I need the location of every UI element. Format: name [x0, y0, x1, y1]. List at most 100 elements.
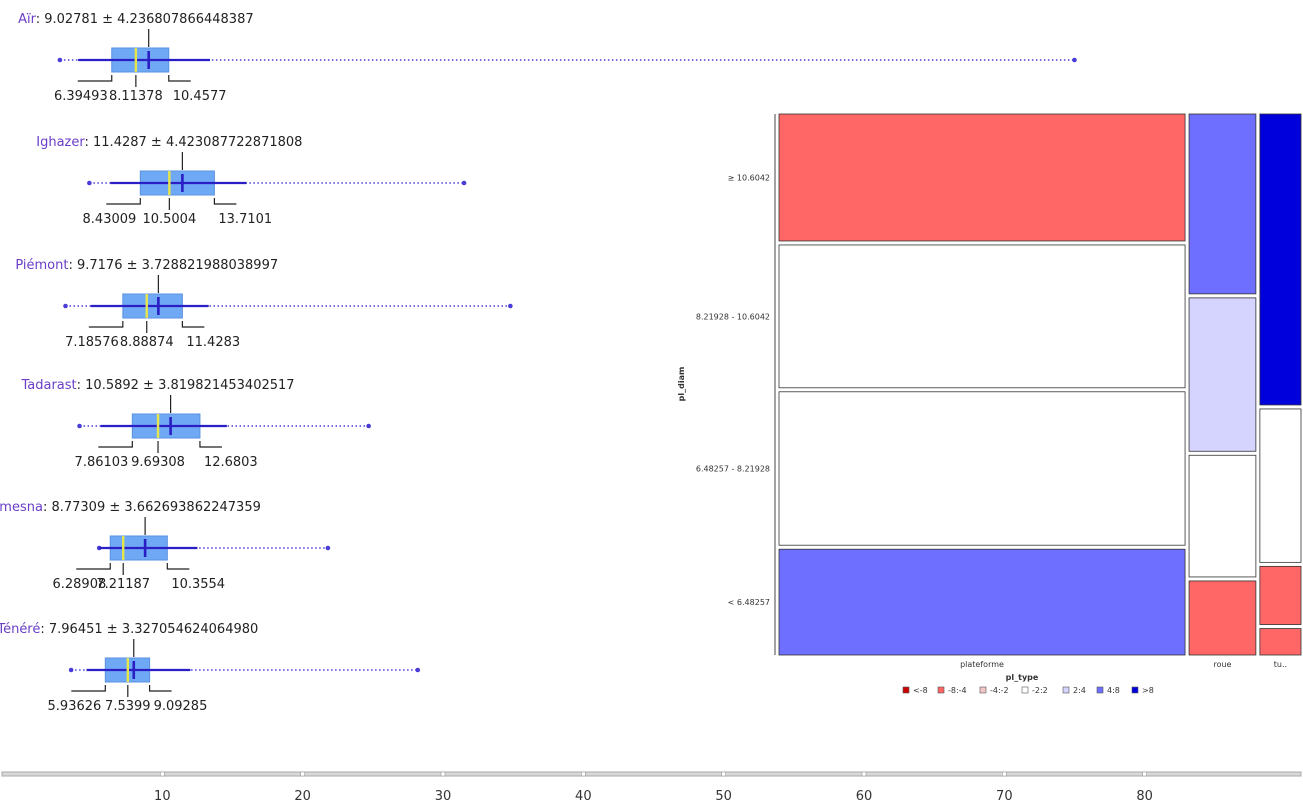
x-axis-tick-label: 10	[154, 789, 171, 804]
mosaic-cell	[1188, 113, 1257, 295]
range-min-point	[77, 423, 82, 429]
boxplot-title: Tadarast: 10.5892 ± 3.819821453402517	[20, 378, 294, 393]
x-axis-tick-label: 60	[856, 789, 873, 804]
group-mean: 11.4287	[93, 135, 147, 150]
q1-label: 7.18576	[65, 335, 119, 350]
mosaic-cell	[778, 391, 1186, 546]
group-name: Piémont	[15, 258, 68, 273]
mosaic-cell	[1259, 408, 1302, 563]
x-axis-tick-label: 80	[1136, 789, 1153, 804]
x-axis-tick-mark	[1002, 771, 1007, 777]
legend-swatch	[979, 686, 987, 694]
legend-swatch	[1062, 686, 1070, 694]
title-separator: :	[36, 12, 45, 27]
group-name: Aïr	[18, 12, 37, 27]
x-axis-tick-mark	[1142, 771, 1147, 777]
plus-minus: ±	[103, 622, 122, 637]
median-label: 8.11378	[109, 89, 163, 104]
legend-item: -4:-2	[979, 686, 1009, 695]
boxplot-title: Piémont: 9.7176 ± 3.728821988038997	[15, 258, 278, 273]
q1-bracket	[106, 198, 141, 205]
boxplot-title: Aïr: 9.02781 ± 4.236807866448387	[18, 12, 254, 27]
group-name: Tamesna	[0, 500, 43, 515]
q3-label: 10.4577	[173, 89, 227, 104]
x-axis-tick-mark	[581, 771, 586, 777]
mosaic-row-label: < 6.48257	[728, 598, 770, 607]
legend-swatch	[937, 686, 945, 694]
title-separator: :	[85, 135, 94, 150]
median-label: 10.5004	[142, 212, 196, 227]
legend-label: >8	[1142, 686, 1154, 695]
q3-label: 10.3554	[171, 577, 225, 592]
group-name: Ténéré	[0, 622, 40, 637]
x-axis-tick-label: 20	[294, 789, 311, 804]
legend-label: -2:2	[1032, 686, 1048, 695]
group-sd: 3.728821988038997	[142, 258, 278, 273]
range-max-point	[415, 667, 421, 673]
median-label: 7.5399	[105, 699, 151, 714]
mosaic-cell	[778, 548, 1186, 656]
x-axis-tick-mark	[300, 771, 305, 777]
mosaic-cell	[778, 244, 1186, 389]
mosaic-column-label: roue	[1213, 660, 1231, 669]
group-mean: 9.7176	[77, 258, 123, 273]
legend-item: >8	[1131, 686, 1154, 695]
plus-minus: ±	[122, 258, 141, 273]
range-max-point	[1072, 57, 1077, 63]
mosaic-plot: ≥ 10.6042 8.21928 - 10.6042 6.48257 - 8.21…	[677, 113, 1302, 695]
plus-minus: ±	[147, 135, 166, 150]
x-axis-tick-label: 70	[996, 789, 1013, 804]
plus-minus: ±	[139, 378, 158, 393]
q3-label: 9.09285	[154, 699, 208, 714]
x-axis-tick-mark	[440, 771, 446, 777]
group-sd: 3.819821453402517	[158, 378, 294, 393]
q3-bracket	[181, 321, 205, 328]
legend-label: -8:-4	[948, 686, 967, 695]
q3-bracket	[166, 563, 190, 570]
x-axis-tick-label: 50	[715, 789, 732, 804]
legend-swatch	[1021, 686, 1029, 694]
group-sd: 4.236807866448387	[117, 12, 253, 27]
boxplot-group: Tadarast: 10.5892 ± 3.819821453402517 7.8…	[20, 378, 371, 470]
x-axis-tick-label: 40	[575, 789, 592, 804]
range-min-point	[57, 57, 63, 63]
mosaic-column-label: tu..	[1274, 660, 1287, 669]
q1-label: 6.39493	[54, 89, 108, 104]
q3-bracket	[149, 685, 172, 692]
mosaic-cell	[1188, 297, 1257, 452]
legend-item: 2:4	[1062, 686, 1086, 695]
title-separator: :	[68, 258, 77, 273]
range-max-point	[461, 180, 467, 186]
range-max-point	[366, 423, 371, 429]
legend-item: 4:8	[1096, 686, 1120, 695]
mosaic-y-label: pl_diam	[677, 367, 686, 402]
q1-bracket	[76, 563, 111, 570]
legend-label: 4:8	[1107, 686, 1120, 695]
q3-bracket	[199, 441, 222, 448]
q3-label: 12.6803	[204, 455, 258, 470]
range-min-point	[68, 667, 74, 673]
q1-bracket	[77, 75, 113, 82]
legend-swatch	[1096, 686, 1104, 694]
x-axis-tick-mark	[861, 771, 867, 777]
mosaic-cell	[1259, 565, 1302, 625]
legend-swatch	[1131, 686, 1139, 694]
boxplot-group: Aïr: 9.02781 ± 4.236807866448387 6.39493 8…	[18, 12, 1077, 104]
mosaic-cells	[778, 113, 1302, 656]
range-max-point	[508, 303, 513, 309]
mosaic-row-label: 6.48257 - 8.21928	[696, 464, 770, 473]
group-mean: 9.02781	[44, 12, 98, 27]
mosaic-cell	[1188, 454, 1257, 578]
mosaic-row-label: 8.21928 - 10.6042	[696, 312, 770, 321]
boxplot-group: Ighazer: 11.4287 ± 4.423087722871808 8.43…	[36, 135, 467, 227]
legend-label: <-8	[913, 686, 928, 695]
mosaic-column-label: plateforme	[960, 660, 1004, 669]
q1-label: 5.93626	[48, 699, 102, 714]
x-axis: 10 20 30 40 50 60 70 80	[1, 771, 1302, 804]
median-label: 7.21187	[96, 577, 150, 592]
median-label: 9.69308	[131, 455, 185, 470]
plus-minus: ±	[105, 500, 124, 515]
x-axis-tick-mark	[721, 771, 726, 777]
legend-item: <-8	[902, 686, 928, 695]
